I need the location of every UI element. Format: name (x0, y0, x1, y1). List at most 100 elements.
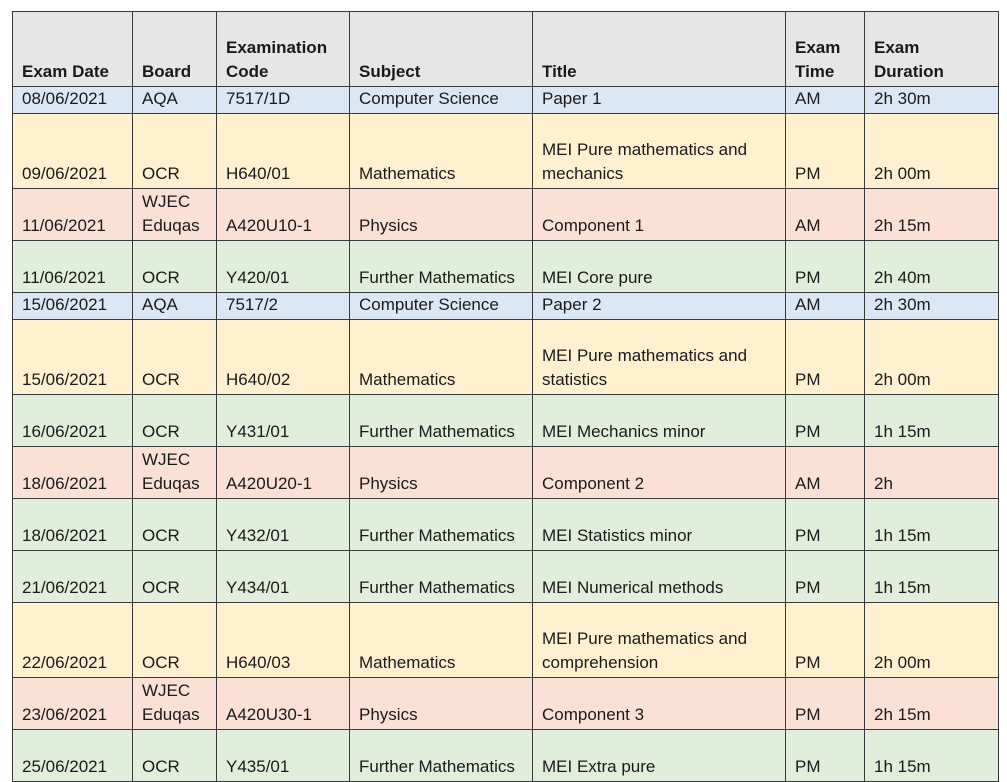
table-row: 18/06/2021 WJEC Eduqas A420U20-1 Physics… (12, 446, 999, 499)
cell-board: OCR (132, 319, 217, 395)
cell-duration: 2h 00m (864, 113, 999, 189)
cell-date: 16/06/2021 (12, 394, 133, 447)
cell-date: 18/06/2021 (12, 498, 133, 551)
cell-time: PM (785, 113, 865, 189)
cell-subject: Computer Science (349, 292, 533, 320)
cell-time: PM (785, 602, 865, 678)
cell-board: OCR (132, 729, 217, 782)
cell-date: 23/06/2021 (12, 677, 133, 730)
table-row: 23/06/2021 WJEC Eduqas A420U30-1 Physics… (12, 677, 999, 730)
cell-subject: Physics (349, 446, 533, 499)
cell-date: 18/06/2021 (12, 446, 133, 499)
cell-code: Y434/01 (216, 550, 350, 603)
cell-title: Paper 1 (532, 86, 786, 114)
cell-title: Component 3 (532, 677, 786, 730)
table-row: 16/06/2021 OCR Y431/01 Further Mathemati… (12, 394, 999, 447)
cell-duration: 2h 40m (864, 240, 999, 293)
cell-code: Y431/01 (216, 394, 350, 447)
cell-title: MEI Core pure (532, 240, 786, 293)
cell-date: 08/06/2021 (12, 86, 133, 114)
table-row: 09/06/2021 OCR H640/01 Mathematics MEI P… (12, 113, 999, 189)
cell-duration: 2h 00m (864, 602, 999, 678)
cell-title: MEI Statistics minor (532, 498, 786, 551)
header-exam-date: Exam Date (12, 11, 133, 87)
cell-subject: Further Mathematics (349, 550, 533, 603)
cell-date: 15/06/2021 (12, 292, 133, 320)
cell-code: A420U20-1 (216, 446, 350, 499)
cell-code: Y420/01 (216, 240, 350, 293)
cell-title: MEI Pure mathematics and comprehension (532, 602, 786, 678)
cell-time: AM (785, 292, 865, 320)
cell-board: WJEC Eduqas (132, 677, 217, 730)
cell-board: OCR (132, 550, 217, 603)
cell-duration: 2h 00m (864, 319, 999, 395)
cell-date: 15/06/2021 (12, 319, 133, 395)
cell-code: 7517/1D (216, 86, 350, 114)
header-exam-time: Exam Time (785, 11, 865, 87)
cell-subject: Further Mathematics (349, 240, 533, 293)
cell-subject: Further Mathematics (349, 394, 533, 447)
cell-subject: Physics (349, 677, 533, 730)
cell-time: PM (785, 319, 865, 395)
cell-time: PM (785, 240, 865, 293)
cell-time: PM (785, 498, 865, 551)
cell-subject: Physics (349, 188, 533, 241)
cell-title: Component 2 (532, 446, 786, 499)
cell-time: PM (785, 677, 865, 730)
header-examination-code: Examination Code (216, 11, 350, 87)
cell-duration: 1h 15m (864, 729, 999, 782)
cell-title: MEI Extra pure (532, 729, 786, 782)
cell-duration: 2h 30m (864, 292, 999, 320)
table-row: 15/06/2021 OCR H640/02 Mathematics MEI P… (12, 319, 999, 395)
cell-duration: 2h (864, 446, 999, 499)
cell-duration: 2h 30m (864, 86, 999, 114)
cell-subject: Further Mathematics (349, 498, 533, 551)
cell-time: AM (785, 446, 865, 499)
cell-time: AM (785, 86, 865, 114)
cell-time: PM (785, 729, 865, 782)
header-board: Board (132, 11, 217, 87)
table-row: 11/06/2021 OCR Y420/01 Further Mathemati… (12, 240, 999, 293)
cell-title: Paper 2 (532, 292, 786, 320)
table-row: 22/06/2021 OCR H640/03 Mathematics MEI P… (12, 602, 999, 678)
cell-time: PM (785, 550, 865, 603)
cell-time: PM (785, 394, 865, 447)
cell-code: Y435/01 (216, 729, 350, 782)
cell-subject: Mathematics (349, 113, 533, 189)
table-row: 08/06/2021 AQA 7517/1D Computer Science … (12, 86, 999, 114)
cell-duration: 2h 15m (864, 677, 999, 730)
cell-date: 09/06/2021 (12, 113, 133, 189)
cell-title: Component 1 (532, 188, 786, 241)
header-exam-duration: Exam Duration (864, 11, 999, 87)
cell-duration: 1h 15m (864, 498, 999, 551)
table-row: 11/06/2021 WJEC Eduqas A420U10-1 Physics… (12, 188, 999, 241)
header-title: Title (532, 11, 786, 87)
cell-board: OCR (132, 394, 217, 447)
cell-board: WJEC Eduqas (132, 188, 217, 241)
cell-subject: Further Mathematics (349, 729, 533, 782)
cell-duration: 1h 15m (864, 550, 999, 603)
cell-date: 11/06/2021 (12, 240, 133, 293)
cell-date: 25/06/2021 (12, 729, 133, 782)
cell-date: 11/06/2021 (12, 188, 133, 241)
cell-duration: 2h 15m (864, 188, 999, 241)
table-row: 15/06/2021 AQA 7517/2 Computer Science P… (12, 292, 999, 320)
cell-code: H640/02 (216, 319, 350, 395)
cell-subject: Mathematics (349, 319, 533, 395)
cell-date: 22/06/2021 (12, 602, 133, 678)
cell-date: 21/06/2021 (12, 550, 133, 603)
cell-title: MEI Numerical methods (532, 550, 786, 603)
cell-code: 7517/2 (216, 292, 350, 320)
header-row: Exam Date Board Examination Code Subject… (12, 11, 999, 87)
cell-subject: Computer Science (349, 86, 533, 114)
cell-title: MEI Mechanics minor (532, 394, 786, 447)
cell-code: H640/01 (216, 113, 350, 189)
table-row: 18/06/2021 OCR Y432/01 Further Mathemati… (12, 498, 999, 551)
cell-duration: 1h 15m (864, 394, 999, 447)
table-row: 21/06/2021 OCR Y434/01 Further Mathemati… (12, 550, 999, 603)
cell-board: AQA (132, 292, 217, 320)
cell-board: OCR (132, 240, 217, 293)
cell-board: WJEC Eduqas (132, 446, 217, 499)
cell-board: AQA (132, 86, 217, 114)
cell-code: A420U10-1 (216, 188, 350, 241)
